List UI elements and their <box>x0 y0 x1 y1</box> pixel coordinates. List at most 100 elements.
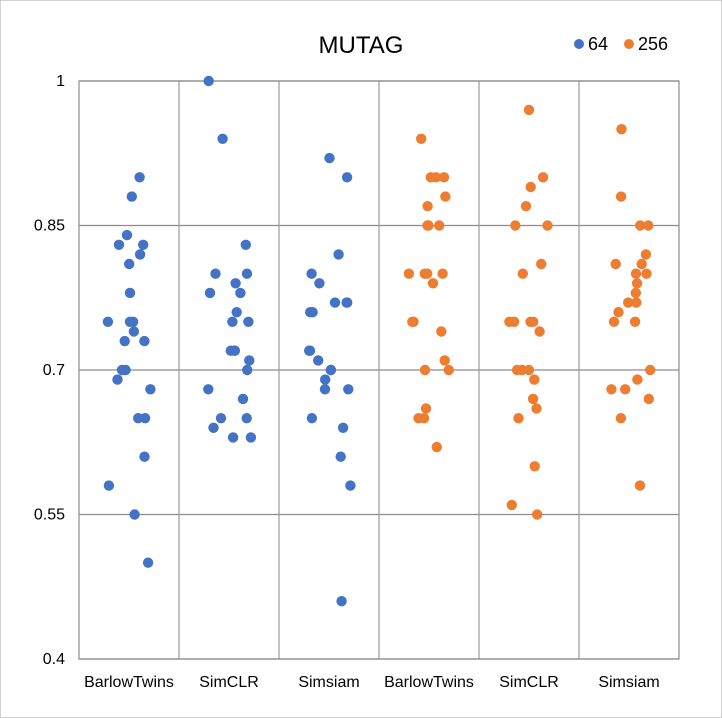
data-point-series-64 <box>203 75 214 87</box>
data-point-series-256 <box>508 316 520 327</box>
data-point-series-64 <box>237 393 249 405</box>
data-point-series-256 <box>643 393 654 405</box>
data-point-series-256 <box>529 461 540 472</box>
data-point-series-64 <box>227 432 239 443</box>
gridlines <box>78 80 680 660</box>
data-point-series-256 <box>632 374 643 385</box>
data-point-series-64 <box>240 239 251 250</box>
data-point-series-64 <box>325 364 337 376</box>
data-point-series-256 <box>431 441 442 453</box>
data-point-series-256 <box>437 268 448 279</box>
data-point-series-64 <box>241 413 252 424</box>
data-point-series-64 <box>134 249 146 260</box>
legend-marker-256 <box>624 39 634 49</box>
data-point-series-256 <box>634 480 646 491</box>
data-point-series-64 <box>124 258 135 270</box>
data-point-series-256 <box>643 220 654 231</box>
data-point-series-256 <box>630 287 641 299</box>
data-point-series-256 <box>629 316 641 327</box>
data-point-series-64 <box>336 596 347 607</box>
data-point-series-256 <box>422 201 433 212</box>
data-point-series-256 <box>520 201 532 212</box>
y-tick-label: 1 <box>56 73 65 90</box>
data-point-series-256 <box>527 393 539 405</box>
data-point-series-256 <box>434 220 445 231</box>
data-point-series-256 <box>645 364 656 376</box>
data-point-series-64 <box>313 355 324 366</box>
data-point-series-64 <box>129 509 140 520</box>
data-point-series-256 <box>616 124 627 135</box>
data-point-series-256 <box>531 403 542 414</box>
data-point-series-64 <box>335 451 346 462</box>
x-tick-label: SimCLR <box>199 674 259 691</box>
data-point-series-64 <box>231 307 242 318</box>
data-point-series-256 <box>423 220 434 231</box>
data-point-series-64 <box>307 307 318 318</box>
data-point-series-64 <box>138 239 149 250</box>
data-point-series-256 <box>630 268 642 279</box>
data-point-series-256 <box>416 133 427 144</box>
data-point-series-64 <box>103 480 115 491</box>
x-tick-label: Simsiam <box>598 674 659 691</box>
data-point-series-64 <box>121 229 133 241</box>
data-point-series-256 <box>427 278 439 289</box>
data-point-series-64 <box>241 268 253 279</box>
data-point-series-64 <box>203 384 214 395</box>
data-point-series-256 <box>440 191 451 202</box>
data-point-series-64 <box>102 316 114 327</box>
data-point-series-256 <box>631 278 643 289</box>
data-point-series-256 <box>623 297 634 308</box>
data-point-series-256 <box>407 316 418 327</box>
data-point-series-256 <box>608 316 620 327</box>
data-point-series-256 <box>534 326 545 337</box>
data-point-series-64 <box>145 384 156 395</box>
data-point-series-256 <box>620 384 631 395</box>
data-point-series-64 <box>306 413 318 424</box>
y-tick-label: 0.85 <box>34 218 65 235</box>
data-point-series-256 <box>635 220 646 231</box>
data-point-series-256 <box>528 316 539 327</box>
y-tick-label: 0.4 <box>43 651 65 668</box>
data-point-series-64 <box>139 335 150 347</box>
data-point-series-256 <box>523 104 535 116</box>
data-point-series-256 <box>510 220 521 231</box>
legend: 64 256 <box>574 34 668 54</box>
data-point-series-64 <box>208 422 219 433</box>
legend-label: 256 <box>638 34 668 54</box>
data-point-series-64 <box>127 316 139 327</box>
chart-title: MUTAG <box>319 32 404 59</box>
data-point-series-64 <box>242 364 253 376</box>
data-point-series-64 <box>112 374 123 385</box>
x-tick-label: BarlowTwins <box>84 674 174 691</box>
data-point-series-64 <box>235 287 246 299</box>
data-point-series-256 <box>517 268 528 279</box>
data-point-series-64 <box>306 268 317 279</box>
data-point-series-64 <box>139 451 150 462</box>
x-tick-label: BarlowTwins <box>384 674 474 691</box>
y-axis-tick-labels: 0.4 0.55 0.7 0.85 1 <box>34 73 65 668</box>
data-point-series-256 <box>436 326 447 337</box>
data-point-series-256 <box>636 258 647 270</box>
data-point-series-256 <box>640 249 652 260</box>
data-point-series-64 <box>113 239 125 250</box>
data-point-series-256 <box>532 509 543 520</box>
data-point-series-64 <box>245 432 257 443</box>
data-point-series-256 <box>613 307 624 318</box>
data-point-series-256 <box>529 374 540 385</box>
data-point-series-64 <box>124 287 136 299</box>
data-point-series-64 <box>217 133 228 144</box>
data-point-series-256 <box>610 258 621 270</box>
y-tick-label: 0.7 <box>43 362 65 379</box>
data-point-series-256 <box>403 268 415 279</box>
data-point-series-256 <box>641 268 652 279</box>
legend-marker-64 <box>574 39 584 49</box>
data-point-series-64 <box>142 557 154 568</box>
data-point-series-64 <box>139 413 151 424</box>
data-point-series-256 <box>420 403 432 414</box>
data-point-series-64 <box>324 152 335 164</box>
data-point-series-64 <box>119 335 130 347</box>
x-tick-label: SimCLR <box>499 674 559 691</box>
data-point-series-64 <box>244 355 255 366</box>
data-point-series-256 <box>413 413 424 424</box>
